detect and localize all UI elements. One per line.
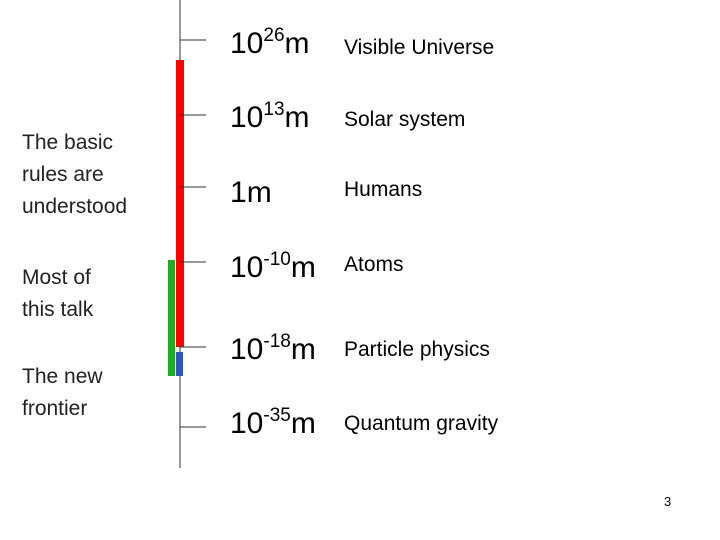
red-bar: [176, 60, 184, 347]
magnitude-base: 10: [230, 101, 264, 134]
magnitude-unit: m: [290, 251, 316, 284]
magnitude-base: 10: [230, 333, 264, 366]
magnitude-base: 1: [230, 176, 247, 209]
magnitude-exponent: -18: [263, 331, 291, 352]
magnitude-exponent: 13: [263, 99, 285, 120]
magnitude-exponent: -35: [263, 405, 291, 426]
note-line: rules are: [22, 163, 104, 186]
magnitude-unit: m: [290, 407, 316, 440]
page-number: 3: [664, 494, 672, 509]
magnitude-exponent: 26: [263, 25, 285, 46]
magnitude: 10-18m: [230, 332, 316, 366]
note-line: this talk: [22, 298, 94, 321]
green-bar: [168, 260, 175, 376]
magnitude-base: 10: [230, 407, 264, 440]
scale-label: Visible Universe: [344, 36, 495, 59]
scale-label: Atoms: [344, 253, 404, 276]
scale-label: Particle physics: [344, 338, 490, 361]
magnitude: 1013m: [230, 100, 310, 134]
magnitude-exponent: -10: [263, 249, 291, 270]
magnitude: 1026m: [230, 26, 310, 60]
magnitude-unit: m: [284, 27, 310, 60]
magnitude: 10-10m: [230, 250, 316, 284]
note-line: The basic: [22, 131, 114, 154]
scale-label: Humans: [344, 178, 423, 201]
note-line: understood: [22, 195, 128, 218]
magnitude-unit: m: [284, 101, 310, 134]
side-note: The basic rules are understood: [22, 127, 127, 223]
blue-bar: [176, 352, 183, 376]
magnitude: 1m: [230, 178, 272, 208]
magnitude-unit: m: [290, 333, 316, 366]
magnitude-base: 10: [230, 251, 264, 284]
side-note: Most of this talk: [22, 262, 93, 326]
magnitude: 10-35m: [230, 406, 316, 440]
side-note: The new frontier: [22, 361, 103, 425]
note-line: frontier: [22, 397, 88, 420]
scale-label: Quantum gravity: [344, 412, 499, 435]
note-line: The new: [22, 365, 103, 388]
magnitude-unit: m: [246, 176, 272, 209]
magnitude-base: 10: [230, 27, 264, 60]
note-line: Most of: [22, 266, 91, 289]
scale-label: Solar system: [344, 108, 466, 131]
